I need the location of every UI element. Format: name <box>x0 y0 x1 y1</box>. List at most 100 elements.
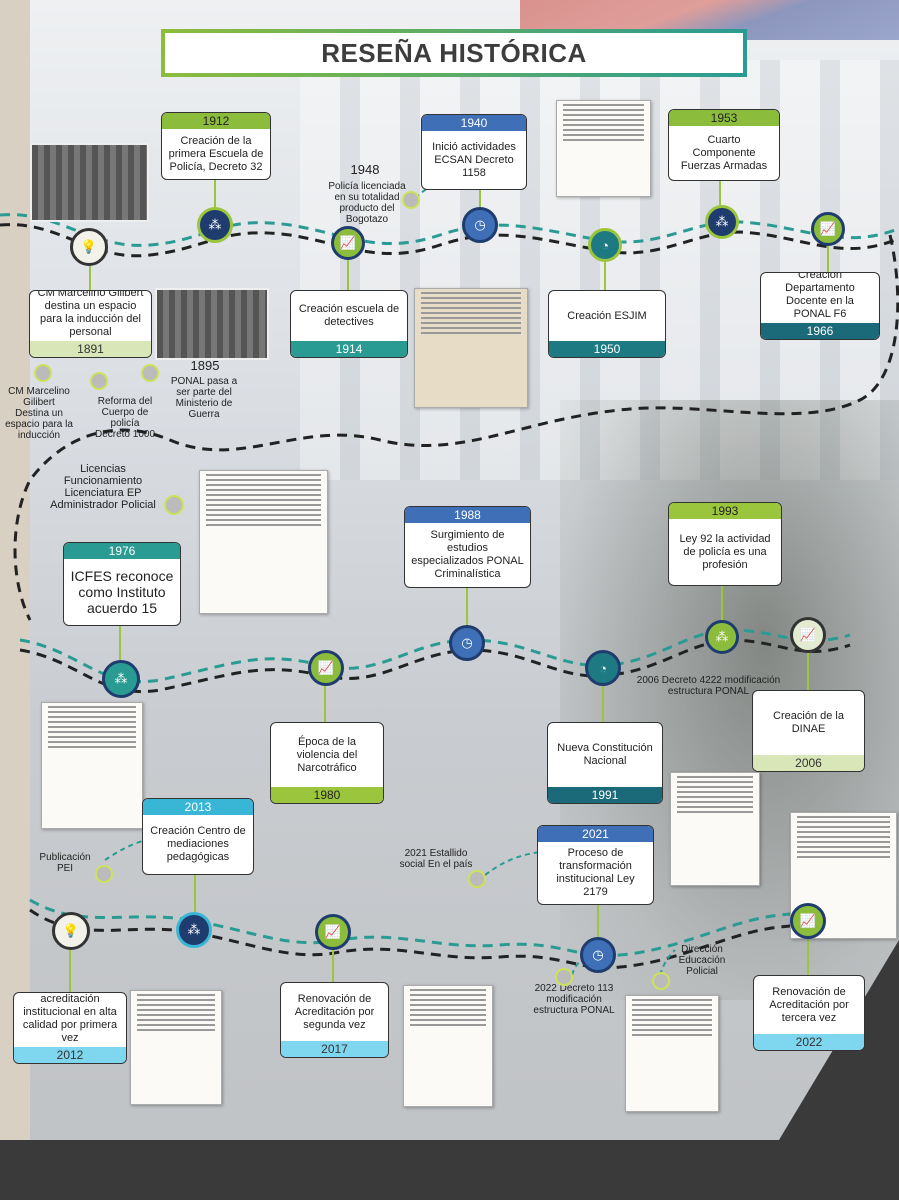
chart-icon: 📈 <box>811 212 845 246</box>
document-image-6 <box>130 990 222 1105</box>
card-1976: 1976 ICFES reconoce como Instituto acuer… <box>63 542 181 626</box>
clock-icon: ◷ <box>462 207 498 243</box>
lightbulb-icon: 💡 <box>52 912 90 950</box>
clock-icon: ◷ <box>580 937 616 973</box>
document-image-2 <box>414 288 528 408</box>
card-1940: 1940 Inició actividades ECSAN Decreto 11… <box>421 114 527 190</box>
card-text: Cuarto Componente Fuerzas Armadas <box>680 133 768 172</box>
card-text: ICFES reconoce como Instituto acuerdo 15 <box>70 568 174 616</box>
card-1980: 1980 Época de la violencia del Narcotráf… <box>270 722 384 804</box>
card-1912: 1912 Creación de la primera Escuela de P… <box>161 112 271 180</box>
card-text: Renovación de Acreditación por tercera v… <box>769 985 849 1024</box>
card-year: 1912 <box>162 113 270 129</box>
note-1895: PONAL pasa a ser parte del Ministerio de… <box>170 376 238 420</box>
card-year: 2006 <box>753 755 864 771</box>
small-node-pei <box>95 865 113 883</box>
small-node-licencias <box>164 495 184 515</box>
card-text: Creación Departamento Docente en la PONA… <box>785 272 855 320</box>
card-year: 1980 <box>271 787 383 803</box>
card-text: CM Marcelino Gilibert destina un espacio… <box>37 290 144 338</box>
page-title-box: RESEÑA HISTÓRICA <box>161 29 747 77</box>
card-1953: 1953 Cuarto Componente Fuerzas Armadas <box>668 109 780 181</box>
note-1948-year: 1948 <box>350 162 380 177</box>
card-text: Renovación de Acreditación por segunda v… <box>294 992 375 1031</box>
card-text: Ley 92 la actividad de policía es una pr… <box>679 532 771 571</box>
card-1891: 1891 CM Marcelino Gilibert destina un es… <box>29 290 152 358</box>
note-cm-gilibert: CM Marcelino Gilibert Destina un espacio… <box>5 386 73 441</box>
small-node-direccion <box>652 972 670 990</box>
card-2006: 2006 Creación de la DINAE <box>752 690 865 772</box>
historic-photo-group <box>155 288 269 360</box>
card-year: 1891 <box>30 341 151 357</box>
small-node-cm <box>34 364 52 382</box>
small-node-reforma <box>90 372 108 390</box>
card-text: Creación Centro de mediaciones pedagógic… <box>150 825 246 863</box>
small-node-2021 <box>468 870 486 888</box>
card-text: Creación de la DINAE <box>773 710 844 735</box>
card-year: 1966 <box>761 323 879 339</box>
pie-icon: ◔ <box>588 228 622 262</box>
small-node-1948 <box>402 191 420 209</box>
note-pei: Publicación PEI <box>39 852 91 874</box>
card-year: 1976 <box>64 543 180 559</box>
card-1966: 1966 Creación Departamento Docente en la… <box>760 272 880 340</box>
card-year: 2017 <box>281 1041 388 1057</box>
note-1895-year: 1895 <box>190 358 220 373</box>
card-year: 1993 <box>669 503 781 519</box>
card-1988: 1988 Surgimiento de estudios especializa… <box>404 506 531 588</box>
small-node-1895 <box>141 364 159 382</box>
card-text: Creación de la primera Escuela de Policí… <box>168 134 264 173</box>
document-image-7 <box>403 985 493 1107</box>
network-icon: ⁂ <box>102 660 140 698</box>
card-2012: 2012 Recibe la acreditación instituciona… <box>13 992 127 1064</box>
chart-icon: 📈 <box>331 226 365 260</box>
network-icon: ⁂ <box>176 912 212 948</box>
chart-icon: 📈 <box>308 650 344 686</box>
note-licencias: Licencias Funcionamiento Licenciatura EP… <box>50 463 156 511</box>
card-year: 1914 <box>291 341 407 357</box>
card-1993: 1993 Ley 92 la actividad de policía es u… <box>668 502 782 586</box>
card-year: 1991 <box>548 787 662 803</box>
card-year: 1953 <box>669 110 779 126</box>
historic-photo-classroom <box>30 143 149 222</box>
card-year: 2012 <box>14 1047 126 1063</box>
card-year: 2013 <box>143 799 253 815</box>
note-2022: 2022 Decreto 113 modificación estructura… <box>533 983 615 1016</box>
card-2017: 2017 Renovación de Acreditación por segu… <box>280 982 389 1058</box>
card-1914: 1914 Creación escuela de detectives <box>290 290 408 358</box>
card-year: 2022 <box>754 1034 864 1050</box>
chart-icon: 📈 <box>790 617 826 653</box>
chart-icon: 📈 <box>315 914 351 950</box>
card-year: 2021 <box>538 826 653 842</box>
footer-bar <box>0 1140 899 1200</box>
note-reforma: Reforma del Cuerpo de policía Decreto 10… <box>94 396 156 440</box>
card-2013: 2013 Creación Centro de mediaciones peda… <box>142 798 254 875</box>
document-image-1 <box>556 100 651 197</box>
clock-icon: ◷ <box>449 625 485 661</box>
document-image-8 <box>625 995 719 1112</box>
network-icon: ⁂ <box>705 205 739 239</box>
document-icfes <box>199 470 328 614</box>
network-icon: ⁂ <box>705 620 739 654</box>
card-1991: 1991 Nueva Constitución Nacional <box>547 722 663 804</box>
note-1948: Policía licenciada en su totalidad produ… <box>328 181 406 225</box>
card-text: Creación escuela de detectives <box>298 303 400 328</box>
card-text: Surgimiento de estudios especializados P… <box>411 529 524 580</box>
note-direccion: Dirección Educación Policial <box>678 944 726 977</box>
card-text: Nueva Constitución Nacional <box>557 742 653 767</box>
card-text: Inició actividades ECSAN Decreto 1158 <box>432 140 516 179</box>
note-2006: 2006 Decreto 4222 modificación estructur… <box>636 675 781 697</box>
card-text: Época de la violencia del Narcotráfico <box>296 735 358 774</box>
small-node-2022 <box>555 968 573 986</box>
card-1950: 1950 Creación ESJIM <box>548 290 666 358</box>
document-image-3 <box>41 702 143 829</box>
card-2021: 2021 Proceso de transformación instituci… <box>537 825 654 905</box>
card-text: Recibe la acreditación institucional en … <box>22 993 118 1044</box>
card-year: 1988 <box>405 507 530 523</box>
card-text: Creación ESJIM <box>567 309 647 322</box>
card-year: 1940 <box>422 115 526 131</box>
network-icon: ⁂ <box>197 207 233 243</box>
page-title: RESEÑA HISTÓRICA <box>321 37 587 68</box>
lightbulb-icon: 💡 <box>70 228 108 266</box>
card-year: 1950 <box>549 341 665 357</box>
